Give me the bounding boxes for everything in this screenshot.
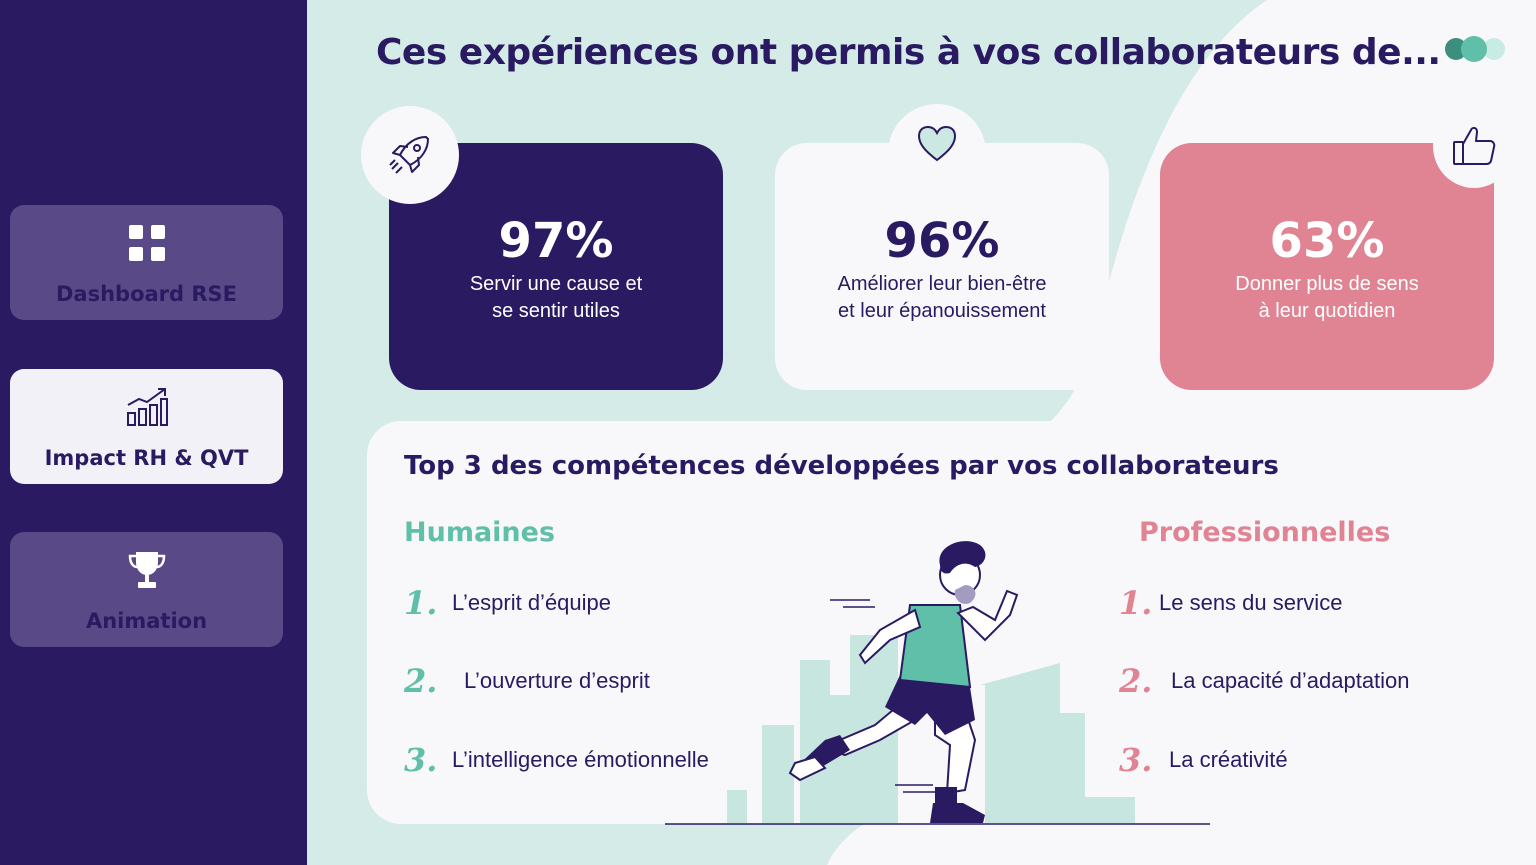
list-number: 1.: [404, 584, 438, 622]
stat-value: 96%: [884, 213, 1000, 269]
rocket-icon: [389, 136, 429, 174]
list-item: 1. Le sens du service: [1119, 584, 1342, 622]
runner-illustration: [665, 541, 1210, 825]
sidebar-item-label: Dashboard RSE: [55, 282, 238, 306]
stat-line: Servir une cause et: [469, 273, 643, 295]
heart-icon: [917, 125, 957, 162]
list-number: 2.: [404, 662, 438, 700]
list-label: L’intelligence émotionnelle: [452, 747, 709, 772]
list-label: L’esprit d’équipe: [452, 590, 612, 615]
list-item: 2. La capacité d’adaptation: [1119, 662, 1410, 700]
sidebar-item-dashboard-rse[interactable]: Dashboard RSE: [10, 205, 283, 320]
list-item: 3. La créativité: [1119, 741, 1288, 779]
stat-line: se sentir utiles: [492, 300, 620, 322]
list-label: Le sens du service: [1159, 590, 1343, 615]
list-item: 1. L’esprit d’équipe: [404, 584, 611, 622]
professional-skills-title: Professionnelles: [1139, 517, 1391, 548]
list-item: 2. L’ouverture d’esprit: [404, 662, 650, 700]
list-number: 3.: [404, 741, 438, 779]
stat-value: 63%: [1269, 213, 1385, 269]
stat-line: Donner plus de sens: [1235, 273, 1419, 295]
thumbs-up-badge: [1433, 104, 1515, 188]
stat-line: et leur épanouissement: [838, 300, 1046, 322]
rocket-badge: [361, 106, 459, 204]
sidebar-item-label: Impact RH & QVT: [44, 446, 249, 470]
grid-icon: [128, 225, 165, 261]
list-item: 3. L’intelligence émotionnelle: [404, 741, 709, 779]
page-title: Ces expériences ont permis à vos collabo…: [376, 32, 1441, 73]
list-number: 1.: [1119, 584, 1153, 622]
stat-description: Servir une cause et se sentir utiles: [426, 271, 686, 325]
stat-description: Améliorer leur bien-être et leur épanoui…: [812, 271, 1072, 325]
thumbs-up-icon: [1453, 126, 1496, 165]
list-label: La capacité d’adaptation: [1171, 668, 1410, 693]
stat-card-wellbeing: 96% Améliorer leur bien-être et leur épa…: [775, 143, 1109, 390]
list-number: 3.: [1119, 741, 1153, 779]
trophy-icon: [128, 552, 165, 588]
chart-growth-icon: [126, 388, 168, 426]
stat-value: 97%: [498, 213, 614, 269]
skills-title: Top 3 des compétences développées par vo…: [404, 451, 1279, 481]
stat-line: Améliorer leur bien-être: [837, 273, 1047, 295]
sidebar: Dashboard RSE Impact RH & QVT Animation: [0, 0, 307, 865]
list-label: L’ouverture d’esprit: [464, 668, 650, 693]
sidebar-item-impact-rh-qvt[interactable]: Impact RH & QVT: [10, 369, 283, 484]
stat-card-meaning: 63% Donner plus de sens à leur quotidien: [1160, 143, 1494, 390]
sidebar-item-label: Animation: [85, 609, 208, 633]
list-number: 2.: [1119, 662, 1153, 700]
stat-line: à leur quotidien: [1258, 300, 1396, 322]
stat-description: Donner plus de sens à leur quotidien: [1197, 271, 1457, 325]
list-label: La créativité: [1169, 747, 1288, 772]
heart-badge: [888, 104, 986, 184]
human-skills-title: Humaines: [404, 517, 556, 548]
three-dots-logo: [1445, 36, 1505, 62]
sidebar-item-animation[interactable]: Animation: [10, 532, 283, 647]
